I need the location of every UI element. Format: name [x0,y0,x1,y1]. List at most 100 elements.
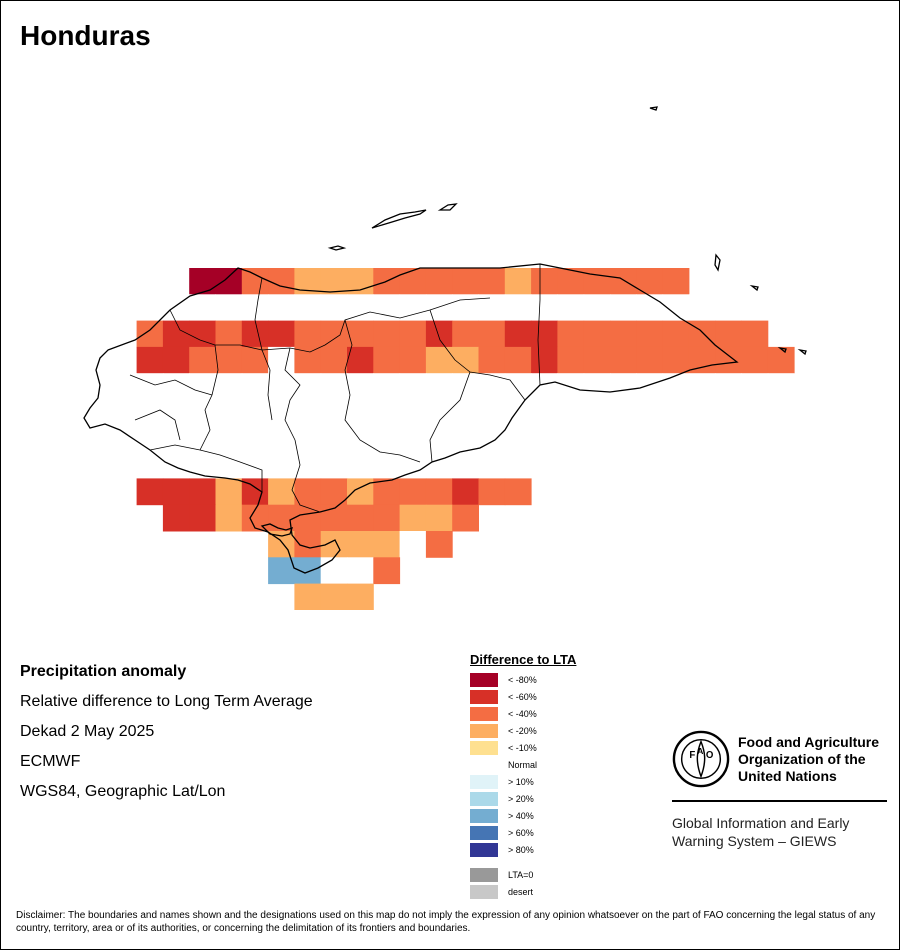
legend-title: Difference to LTA [470,652,577,667]
info-period: Dekad 2 May 2025 [20,723,155,740]
grid-cell [373,478,401,506]
fao-divider [672,800,887,802]
grid-cell [347,399,374,427]
grid-cell [241,346,269,374]
grid-cell [320,504,348,532]
grid-cell [373,425,401,453]
grid-cell [347,557,374,585]
grid-cell [715,346,742,374]
cay-2 [749,284,759,292]
grid-cell [741,373,769,400]
grid-cell [478,268,506,295]
grid-cell [294,294,322,322]
grid-cell [583,320,611,348]
dept-boundary [429,371,471,463]
grid-cell [741,452,769,479]
grid-cell [504,373,532,400]
grid-cell [531,268,558,295]
legend-label: > 20% [508,793,534,804]
grid-cell [478,320,506,348]
grid-cell [399,268,427,295]
legend: Difference to LTA < -80% < -60% < -40% < -2… [470,652,576,900]
grid-cell [215,452,243,479]
grid-cell [294,452,322,479]
grid-cell [425,425,453,453]
legend-label: < -20% [508,725,537,736]
info-heading: Precipitation anomaly [20,663,187,680]
grid-cell [320,268,348,295]
country-outline [83,263,739,574]
grid-cell [189,452,216,479]
grid-cell [399,478,427,506]
grid-cell [531,452,558,479]
grid-cell [136,320,164,348]
grid-cell [583,268,611,295]
grid-cell [794,294,821,322]
svg-text:O: O [706,750,714,761]
island-roatan [371,209,427,229]
legend-label: < -80% [508,674,537,685]
grid-cell [557,294,585,322]
grid-cell [504,268,532,295]
legend-label: > 10% [508,776,534,787]
grid-cell [767,346,795,374]
grid-cell [347,373,374,400]
grid-cell [557,452,585,479]
legend-item: < -40% [470,705,576,722]
grid-cell [662,346,690,374]
grid-cell [557,346,585,374]
grid-cell [294,478,322,506]
legend-item: LTA=0 [470,866,576,883]
grid-cell [688,294,716,322]
grid-cell [636,320,664,348]
grid-cell [294,373,322,400]
grid-cell [268,268,295,295]
grid-cell [294,504,322,532]
grid-cell [531,320,558,348]
grid-cell [478,373,506,400]
grid-cell [399,504,427,532]
grid-cell [162,399,190,427]
grid-cell [84,425,111,453]
legend-label: > 40% [508,810,534,821]
legend-swatch [470,758,498,772]
grid-cell [373,320,401,348]
legend-item: < -80% [470,671,576,688]
grid-cell [162,452,190,479]
grid-cell [110,399,138,427]
legend-item: < -60% [470,688,576,705]
legend-item: > 20% [470,790,576,807]
legend-item: > 80% [470,841,576,858]
fao-name-line1: Food and Agriculture [738,733,880,750]
grid-cell [452,478,479,506]
grid-cell [531,373,558,400]
grid-cell [636,373,664,400]
grid-cell [531,425,558,453]
grid-cell [399,373,427,400]
grid-cell [162,320,190,348]
legend-label: < -60% [508,691,537,702]
grid-cell [452,452,479,479]
giews-line1: Global Information and Early [672,815,850,831]
grid-cell [715,425,742,453]
grid-cell [189,320,216,348]
grid-cell [320,399,348,427]
grid-cell [162,373,190,400]
grid-cell [373,557,401,585]
grid-cell [531,346,558,374]
dept-boundary [169,309,263,351]
grid-cell [320,452,348,479]
legend-swatch [470,791,498,806]
grid-cell [189,425,216,453]
precipitation-map [83,106,821,610]
honduras-border [83,263,739,574]
grid-cell [715,320,742,348]
legend-label: > 80% [508,844,534,855]
grid-cell [636,346,664,374]
grid-cell [189,478,216,506]
grid-cell [662,373,690,400]
grid-cell [347,320,374,348]
grid-cell [110,373,138,400]
grid-cell [583,294,611,322]
grid-cell [320,583,348,610]
